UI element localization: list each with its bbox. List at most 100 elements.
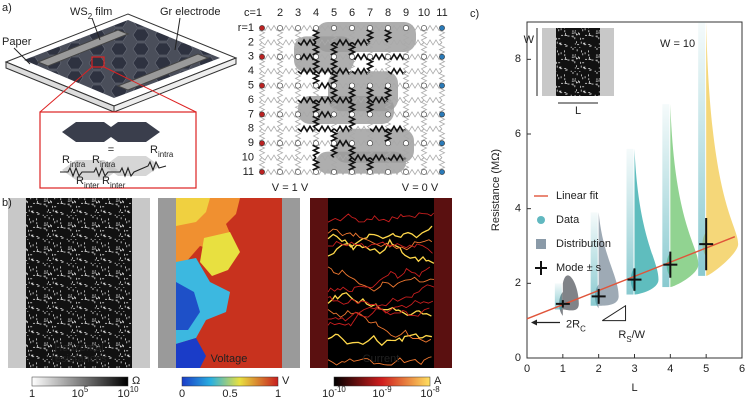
current-path — [327, 356, 432, 366]
resistor — [279, 67, 299, 75]
resistor — [384, 70, 392, 86]
label-sub: 2 — [88, 12, 92, 21]
resistor — [402, 128, 410, 144]
node — [295, 140, 301, 147]
node — [367, 111, 373, 118]
node — [349, 53, 355, 60]
node — [439, 111, 445, 118]
resistor — [312, 85, 320, 101]
row-label: 9 — [248, 137, 254, 149]
resistor — [383, 128, 393, 144]
colorbar-unit: A — [434, 375, 442, 387]
resistor — [294, 99, 302, 115]
node — [385, 25, 391, 31]
node — [277, 82, 283, 89]
resistor — [312, 128, 320, 144]
colorbar-tick-exp: -9 — [385, 385, 393, 394]
voltage-label: V = 1 V — [272, 182, 309, 194]
resistor — [438, 128, 446, 144]
resistor — [402, 85, 410, 101]
node — [421, 140, 427, 147]
resistor — [294, 42, 302, 58]
node — [367, 25, 373, 31]
colorbar-tick: 10-10 — [322, 385, 346, 400]
node — [277, 25, 283, 31]
resistor — [420, 114, 428, 130]
colorbar-tick-exp: 5 — [84, 385, 89, 394]
node — [385, 111, 391, 118]
column-label: 10 — [418, 7, 430, 19]
resistor — [311, 113, 321, 130]
voltage-region — [200, 232, 240, 276]
ws2-film — [24, 20, 220, 98]
resistor — [294, 128, 302, 144]
current-path — [327, 296, 430, 317]
node — [313, 82, 319, 89]
resistor — [294, 114, 302, 130]
resistor-label: Rinter — [102, 175, 126, 190]
annotation-base: R — [618, 329, 626, 341]
colorbar-tick-base: 0 — [179, 388, 185, 400]
node — [421, 25, 427, 31]
data-cloud — [554, 283, 562, 310]
resistor — [258, 42, 266, 58]
resistor — [423, 168, 443, 176]
x-axis-label: L — [631, 382, 637, 394]
resistor — [276, 114, 284, 130]
node — [403, 169, 409, 175]
resistor — [330, 157, 338, 173]
colorbar-tick: 10-9 — [372, 385, 392, 400]
resistor — [348, 56, 356, 72]
node — [331, 82, 337, 89]
voltage-region — [176, 282, 200, 330]
resistor — [294, 70, 302, 86]
inset-electrode — [600, 28, 614, 96]
slope-triangle — [601, 304, 627, 322]
resistor — [420, 56, 428, 72]
colorbar-tick-exp: -10 — [334, 385, 346, 394]
node — [295, 25, 301, 31]
legend-swatch — [537, 216, 545, 224]
current-path — [327, 284, 435, 327]
distribution — [634, 148, 659, 295]
resistor — [420, 85, 428, 101]
colorbar-tick: 1010 — [117, 385, 139, 400]
resistor — [279, 96, 299, 104]
current-path — [327, 228, 433, 251]
x-tick-label: 3 — [631, 363, 637, 375]
row-label: 11 — [243, 166, 254, 178]
colorbar-tick-base: 10 — [72, 388, 84, 400]
y-tick-label: 0 — [515, 352, 521, 364]
map-title: resistances — [51, 353, 107, 365]
zoom-line — [39, 66, 93, 113]
node — [277, 53, 283, 60]
resistor — [311, 27, 321, 43]
node — [385, 140, 391, 147]
resistor — [423, 154, 443, 161]
resistor — [383, 85, 393, 101]
resistor — [258, 157, 266, 173]
data-cloud — [626, 148, 634, 295]
node — [385, 169, 391, 175]
current-path — [327, 212, 435, 223]
pointer — [174, 17, 181, 51]
annotation: 2RC — [566, 318, 586, 333]
column-label: 2 — [277, 7, 283, 19]
panel-label: a) — [2, 2, 12, 14]
resistor — [330, 114, 338, 130]
zoom-line — [103, 66, 197, 113]
resistor — [438, 56, 446, 72]
voltage-region — [176, 198, 210, 226]
resistor — [294, 56, 302, 72]
resistor — [384, 99, 392, 115]
resistor — [294, 27, 302, 43]
voltage-region — [176, 338, 206, 368]
resistor — [387, 168, 407, 176]
flake — [62, 122, 118, 142]
annotation-arrowhead — [531, 319, 537, 326]
annotation-rest: /W — [632, 329, 646, 341]
y-tick-label: 8 — [515, 53, 521, 65]
resistor — [347, 85, 357, 101]
resistor — [405, 67, 425, 75]
